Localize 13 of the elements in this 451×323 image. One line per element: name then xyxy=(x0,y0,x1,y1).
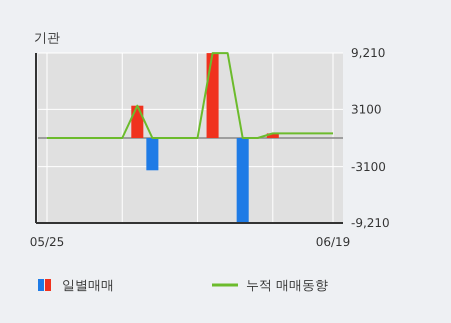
x-tick-label: 05/25 xyxy=(30,235,64,249)
bar xyxy=(146,138,158,170)
line-series xyxy=(46,52,334,139)
legend-label: 일별매매 xyxy=(62,278,114,294)
x-tick-label: 06/19 xyxy=(316,235,350,249)
y-tick-label: -9,210 xyxy=(351,216,390,230)
y-tick-label: 3100 xyxy=(351,102,382,117)
legend-label: 누적 매매동향 xyxy=(246,278,328,294)
y-tick-label: -3100 xyxy=(351,160,386,174)
y-tick-label: 9,210 xyxy=(351,46,386,60)
bar xyxy=(206,53,219,138)
bar xyxy=(236,138,249,223)
chart-title: 기관 xyxy=(34,31,60,46)
